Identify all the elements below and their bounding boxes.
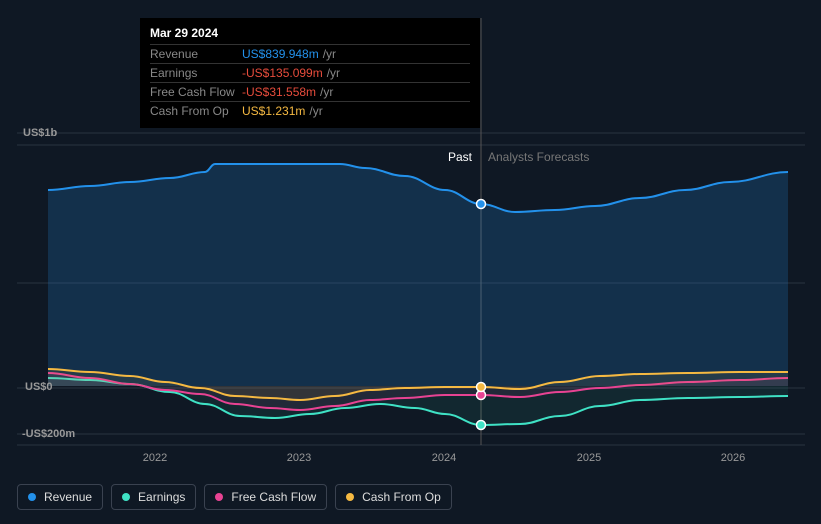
legend-item-free-cash-flow[interactable]: Free Cash Flow <box>204 484 327 510</box>
y-axis-label: -US$200m <box>22 428 75 440</box>
legend-label: Revenue <box>44 490 92 504</box>
tooltip-date: Mar 29 2024 <box>150 26 470 40</box>
legend-label: Free Cash Flow <box>231 490 316 504</box>
x-axis-label: 2022 <box>143 452 167 464</box>
tooltip-row-value: -US$135.099m <box>242 66 323 80</box>
tooltip-row-label: Free Cash Flow <box>150 85 242 99</box>
past-section-label: Past <box>448 150 472 164</box>
tooltip-row-value: US$839.948m <box>242 47 319 61</box>
legend-dot-icon <box>122 493 130 501</box>
x-axis-label: 2023 <box>287 452 311 464</box>
tooltip-row-label: Earnings <box>150 66 242 80</box>
tooltip-row-unit: /yr <box>323 47 336 61</box>
tooltip-row-value: -US$31.558m <box>242 85 316 99</box>
tooltip-row-unit: /yr <box>309 104 322 118</box>
tooltip-row-label: Revenue <box>150 47 242 61</box>
tooltip-row-label: Cash From Op <box>150 104 242 118</box>
tooltip-row: Cash From OpUS$1.231m/yr <box>150 101 470 120</box>
tooltip-row: RevenueUS$839.948m/yr <box>150 44 470 63</box>
legend-dot-icon <box>215 493 223 501</box>
forecast-section-label: Analysts Forecasts <box>488 150 589 164</box>
legend-label: Earnings <box>138 490 185 504</box>
chart-legend: Revenue Earnings Free Cash Flow Cash From O… <box>17 484 452 510</box>
y-axis-label: US$1b <box>23 127 57 139</box>
tooltip-row: Free Cash Flow-US$31.558m/yr <box>150 82 470 101</box>
tooltip-row: Earnings-US$135.099m/yr <box>150 63 470 82</box>
tooltip-row-unit: /yr <box>320 85 333 99</box>
legend-label: Cash From Op <box>362 490 441 504</box>
legend-dot-icon <box>28 493 36 501</box>
legend-dot-icon <box>346 493 354 501</box>
tooltip-row-value: US$1.231m <box>242 104 305 118</box>
legend-item-earnings[interactable]: Earnings <box>111 484 196 510</box>
legend-item-cash-from-op[interactable]: Cash From Op <box>335 484 452 510</box>
tooltip-row-unit: /yr <box>327 66 340 80</box>
x-axis-label: 2026 <box>721 452 745 464</box>
x-axis-label: 2024 <box>432 452 456 464</box>
x-axis-label: 2025 <box>577 452 601 464</box>
legend-item-revenue[interactable]: Revenue <box>17 484 103 510</box>
chart-tooltip: Mar 29 2024 RevenueUS$839.948m/yrEarning… <box>140 18 480 128</box>
y-axis-label: US$0 <box>25 381 53 393</box>
